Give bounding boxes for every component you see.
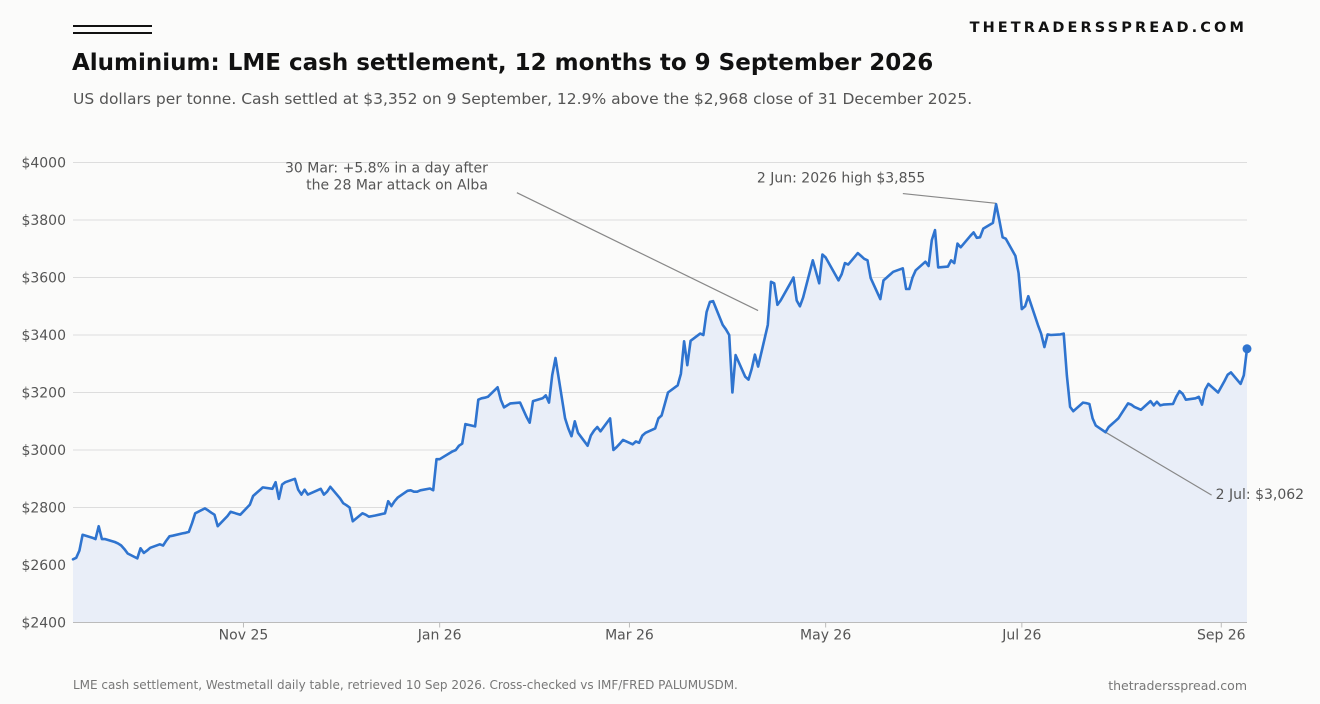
annotation-text: 30 Mar: +5.8% in a day after	[285, 161, 488, 177]
x-tick-label: Jan 26	[417, 628, 462, 644]
x-tick-label: Jul 26	[1001, 628, 1041, 644]
annotation-leader-line	[1105, 431, 1212, 496]
brand-wordmark: THETRADERSSPREAD.COM	[969, 20, 1247, 36]
x-tick-label: Mar 26	[605, 628, 654, 644]
source-note: LME cash settlement, Westmetall daily ta…	[73, 678, 738, 692]
y-tick-label: $3800	[21, 213, 66, 229]
series-line	[71, 202, 1249, 561]
chart-title: Aluminium: LME cash settlement, 12 month…	[72, 50, 934, 76]
site-credit: thetradersspread.com	[1108, 678, 1247, 693]
annotation-leader-line	[516, 192, 759, 312]
title-rule-bottom	[73, 32, 152, 34]
y-tick-label: $3600	[21, 271, 66, 287]
y-tick-label: $2800	[21, 501, 66, 517]
annotation-leader-line	[902, 192, 997, 204]
chart-subtitle: US dollars per tonne. Cash settled at $3…	[73, 90, 973, 108]
series-area	[73, 204, 1247, 623]
latest-value-marker	[1242, 344, 1252, 354]
y-tick-label: $3200	[21, 386, 66, 402]
y-tick-label: $2600	[21, 558, 66, 574]
y-tick-label: $3000	[21, 443, 66, 459]
annotation-text: 2 Jun: 2026 high $3,855	[757, 171, 925, 187]
title-rule-top	[73, 25, 152, 27]
annotation-text: the 28 Mar attack on Alba	[306, 178, 488, 194]
x-tick-label: Nov 25	[219, 628, 269, 644]
annotation-text: 2 Jul: $3,062	[1216, 487, 1304, 503]
y-tick-label: $3400	[21, 328, 66, 344]
y-tick-label: $2400	[21, 616, 66, 632]
x-tick-label: May 26	[800, 628, 851, 644]
x-tick-label: Sep 26	[1197, 628, 1246, 644]
y-tick-label: $4000	[21, 156, 66, 172]
